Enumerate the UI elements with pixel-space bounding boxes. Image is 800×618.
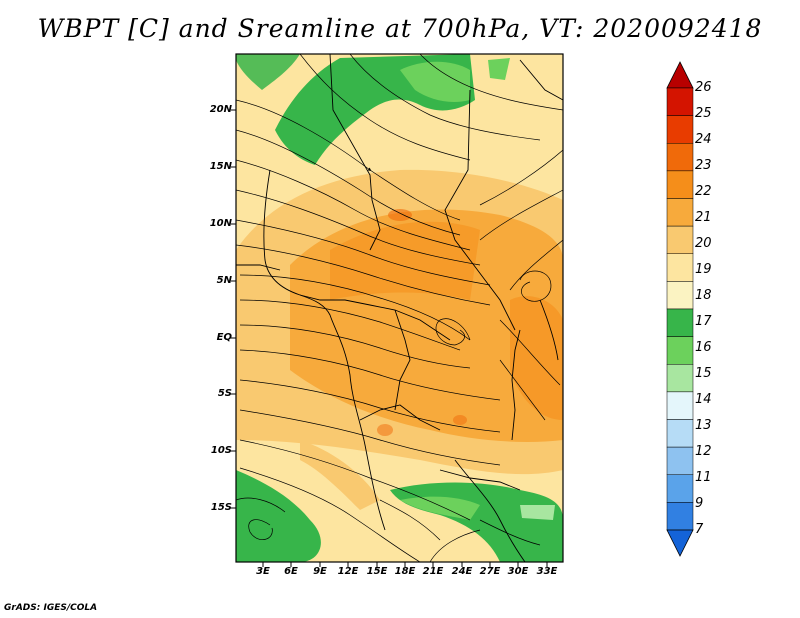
colorbar-label: 26 xyxy=(695,80,712,95)
lon-label: 18E xyxy=(394,566,416,577)
lon-label: 27E xyxy=(479,566,501,577)
lat-label: EQ xyxy=(216,332,232,343)
colorbar-swatch xyxy=(666,364,694,393)
colorbar-swatch xyxy=(666,225,694,254)
colorbar xyxy=(666,61,694,557)
colorbar-bottom-arrow xyxy=(666,529,694,557)
colorbar-swatch xyxy=(666,308,694,337)
colorbar-label: 22 xyxy=(695,184,712,199)
colorbar-swatch xyxy=(666,336,694,365)
colorbar-swatch xyxy=(666,253,694,282)
colorbar-label: 15 xyxy=(695,366,712,381)
colorbar-label: 23 xyxy=(695,158,712,173)
colorbar-label: 12 xyxy=(695,444,712,459)
colorbar-label: 18 xyxy=(695,288,712,303)
colorbar-swatch xyxy=(666,143,694,172)
lon-label: 30E xyxy=(507,566,529,577)
lat-label: 10S xyxy=(210,445,232,456)
lat-label: 15S xyxy=(210,502,232,513)
lat-label: 10N xyxy=(209,218,232,229)
colorbar-label: 20 xyxy=(695,236,712,251)
lon-label: 12E xyxy=(337,566,359,577)
colorbar-label: 11 xyxy=(695,470,712,485)
lat-label: 5S xyxy=(217,388,232,399)
colorbar-label: 19 xyxy=(695,262,712,277)
colorbar-swatch xyxy=(666,115,694,144)
colorbar-label: 17 xyxy=(695,314,712,329)
chart-title: WBPT [C] and Sreamline at 700hPa, VT: 20… xyxy=(37,14,763,43)
colorbar-label: 24 xyxy=(695,132,712,147)
colorbar-label: 9 xyxy=(695,496,704,511)
colorbar-swatch xyxy=(666,419,694,448)
lat-label: 15N xyxy=(209,161,232,172)
credit-text: GrADS: IGES/COLA xyxy=(4,603,98,613)
colorbar-label: 7 xyxy=(695,522,704,537)
lon-label: 21E xyxy=(422,566,444,577)
colorbar-swatch xyxy=(666,87,694,116)
colorbar-swatch xyxy=(666,281,694,310)
colorbar-swatch xyxy=(666,502,694,531)
colorbar-swatch xyxy=(666,170,694,199)
colorbar-top-arrow xyxy=(666,61,694,89)
shaded-field xyxy=(236,54,563,562)
colorbar-swatch xyxy=(666,391,694,420)
lon-label: 3E xyxy=(256,566,270,577)
streamlines xyxy=(236,54,563,562)
lon-label: 15E xyxy=(366,566,388,577)
colorbar-label: 25 xyxy=(695,106,712,121)
colorbar-label: 13 xyxy=(695,418,712,433)
lon-label: 9E xyxy=(313,566,327,577)
boundaries xyxy=(236,54,563,562)
map-frame xyxy=(235,53,564,563)
lon-label: 24E xyxy=(451,566,473,577)
lat-label: 5N xyxy=(216,275,232,286)
colorbar-swatch xyxy=(666,198,694,227)
colorbar-label: 21 xyxy=(695,210,712,225)
lon-label: 33E xyxy=(536,566,558,577)
colorbar-label: 14 xyxy=(695,392,712,407)
colorbar-label: 16 xyxy=(695,340,712,355)
lat-label: 20N xyxy=(209,104,232,115)
lon-label: 6E xyxy=(284,566,298,577)
colorbar-swatch xyxy=(666,474,694,503)
colorbar-swatch xyxy=(666,446,694,475)
